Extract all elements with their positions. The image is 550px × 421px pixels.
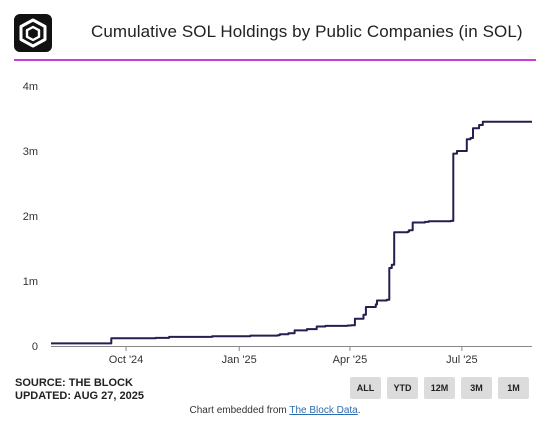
x-tick-label: Jul '25	[446, 354, 477, 366]
embed-prefix: Chart embedded from	[189, 405, 290, 416]
range-button-12m[interactable]: 12M	[424, 377, 455, 399]
embed-suffix: .	[357, 405, 361, 416]
range-button-all[interactable]: ALL	[350, 377, 381, 399]
y-tick-label: 1m	[23, 276, 38, 288]
range-button-3m[interactable]: 3M	[461, 377, 492, 399]
x-tick-label: Oct '24	[109, 354, 144, 366]
x-tick-label: Jan '25	[222, 354, 257, 366]
source-label: SOURCE: THE BLOCK	[15, 377, 133, 389]
x-tick-label: Apr '25	[333, 354, 368, 366]
chart-header: Cumulative SOL Holdings by Public Compan…	[0, 0, 550, 60]
chart-title: Cumulative SOL Holdings by Public Compan…	[91, 22, 523, 41]
source-block: SOURCE: THE BLOCK UPDATED: AUG 27, 2025	[15, 377, 144, 403]
chart-area: 0 1m 2m 3m 4m Oct '24 Jan '25 Apr '25 Jul '25	[23, 81, 532, 366]
range-button-ytd[interactable]: YTD	[387, 377, 418, 399]
the-block-logo-icon	[14, 14, 52, 52]
updated-label: UPDATED: AUG 27, 2025	[15, 390, 144, 402]
y-tick-label: 0	[32, 341, 38, 353]
the-block-data-link[interactable]: The Block Data	[289, 405, 358, 416]
range-selector: ALL YTD 12M 3M 1M	[0, 377, 550, 401]
range-button-1m[interactable]: 1M	[498, 377, 529, 399]
y-tick-label: 4m	[23, 81, 38, 93]
embed-notice: Chart embedded from The Block Data.	[0, 405, 550, 416]
y-tick-label: 3m	[23, 146, 38, 158]
series-line	[51, 120, 532, 345]
y-tick-label: 2m	[23, 211, 38, 223]
header-divider	[14, 59, 536, 61]
